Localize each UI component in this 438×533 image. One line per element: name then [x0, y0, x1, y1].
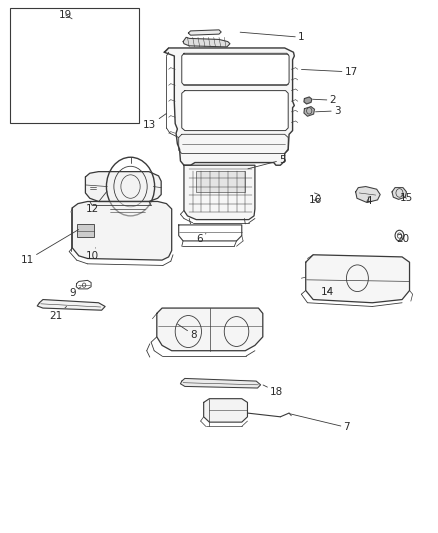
Text: 18: 18 — [263, 385, 283, 397]
Polygon shape — [157, 308, 263, 351]
Text: 19: 19 — [59, 10, 72, 20]
Text: 2: 2 — [313, 95, 336, 105]
Polygon shape — [204, 399, 247, 422]
Polygon shape — [356, 187, 380, 203]
Text: 20: 20 — [396, 234, 410, 244]
Text: 1: 1 — [240, 32, 305, 42]
Polygon shape — [392, 188, 406, 199]
Text: 16: 16 — [309, 195, 322, 205]
Polygon shape — [30, 30, 95, 41]
Text: 8: 8 — [177, 324, 197, 340]
Polygon shape — [72, 201, 172, 260]
Polygon shape — [188, 30, 221, 35]
Polygon shape — [180, 378, 261, 388]
Text: 4: 4 — [365, 197, 372, 206]
Text: 6: 6 — [196, 233, 206, 244]
Text: 5: 5 — [248, 155, 286, 169]
Text: 17: 17 — [301, 67, 358, 77]
Polygon shape — [306, 255, 410, 303]
Text: 14: 14 — [321, 287, 334, 297]
Text: 3: 3 — [315, 106, 341, 116]
Polygon shape — [37, 300, 105, 310]
Polygon shape — [164, 48, 294, 165]
Polygon shape — [304, 97, 312, 104]
Bar — [77, 224, 94, 237]
Polygon shape — [184, 165, 255, 220]
Bar — [196, 171, 245, 192]
Bar — [10, 8, 139, 123]
Text: 11: 11 — [21, 230, 79, 265]
Text: 9: 9 — [69, 287, 81, 298]
Text: 21: 21 — [49, 306, 67, 320]
Polygon shape — [182, 53, 289, 85]
Text: 15: 15 — [400, 193, 413, 203]
Polygon shape — [182, 91, 288, 131]
Text: 7: 7 — [290, 414, 350, 432]
Text: 13: 13 — [143, 114, 166, 130]
Polygon shape — [304, 107, 314, 116]
Polygon shape — [33, 51, 92, 85]
Polygon shape — [183, 37, 230, 47]
Polygon shape — [85, 172, 161, 201]
Text: 10: 10 — [86, 248, 99, 261]
Text: 12: 12 — [86, 191, 107, 214]
